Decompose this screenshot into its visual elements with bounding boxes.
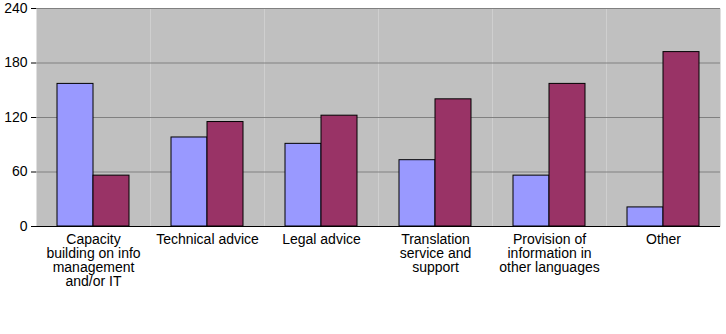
svg-text:Translationservice andsupport: Translationservice andsupport	[400, 231, 472, 275]
svg-text:Other: Other	[646, 231, 681, 247]
svg-text:120: 120	[4, 109, 28, 125]
svg-text:Legal advice: Legal advice	[282, 231, 361, 247]
svg-text:180: 180	[4, 54, 28, 70]
svg-text:Provision ofinformation inothe: Provision ofinformation inother language…	[499, 231, 599, 275]
svg-text:240: 240	[4, 0, 28, 16]
svg-text:Capacitybuilding on infomanage: Capacitybuilding on infomanagementand/or…	[46, 231, 140, 289]
svg-text:0: 0	[20, 218, 28, 234]
svg-text:60: 60	[12, 163, 28, 179]
svg-text:Technical advice: Technical advice	[156, 231, 259, 247]
